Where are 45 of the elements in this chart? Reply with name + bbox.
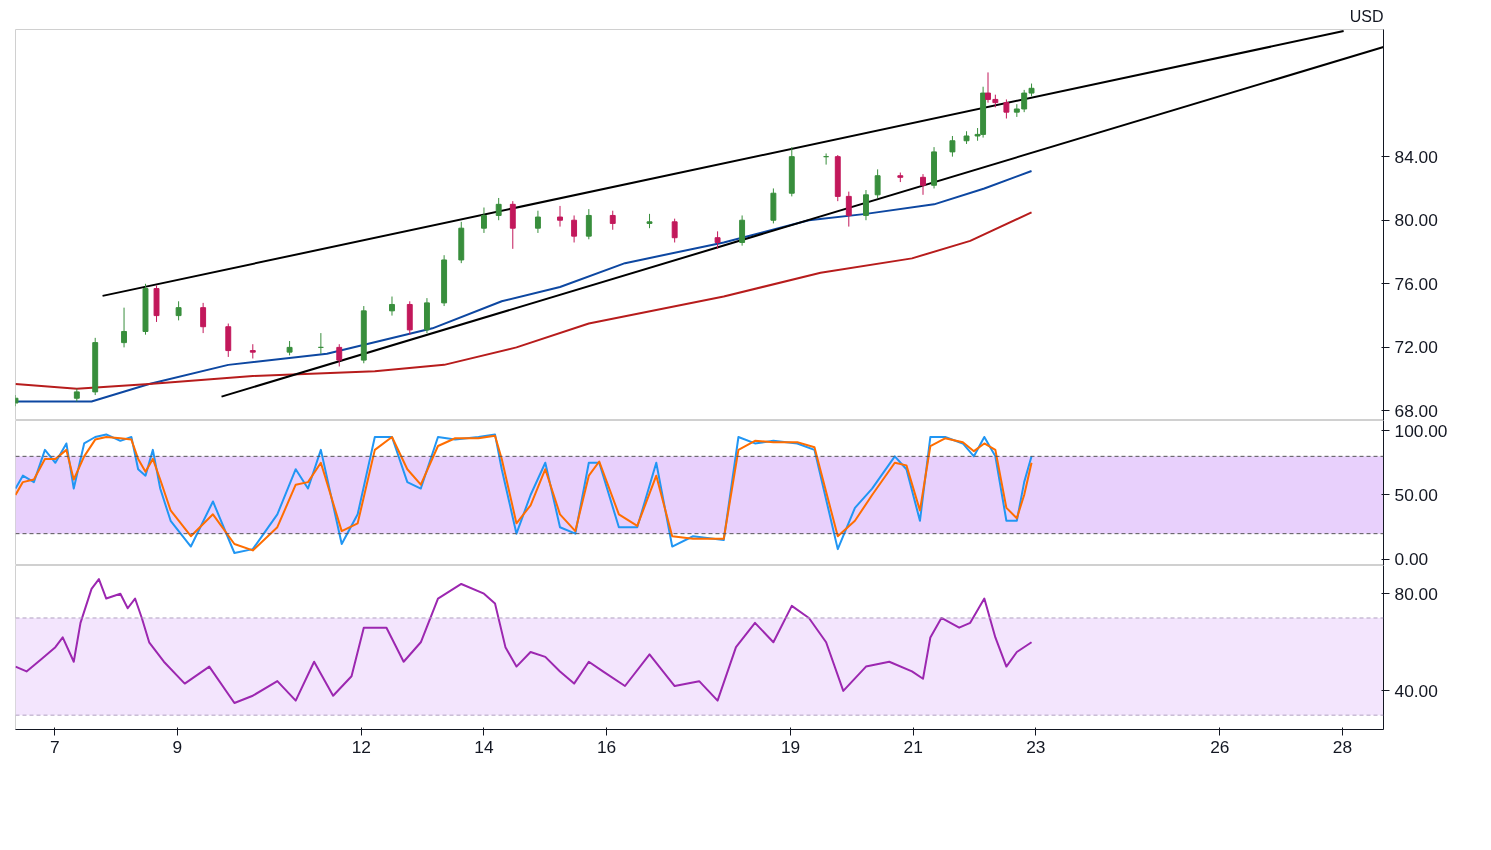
y-tick-label: 84.00 [1394,146,1438,167]
candlestick [739,214,746,247]
line-series [15,578,1033,705]
x-tick-label: 19 [780,736,801,757]
candlestick [571,214,578,243]
x-tick-label: 7 [49,736,60,757]
y-tick-label: 72.00 [1394,337,1438,358]
x-tick-label: 26 [1210,736,1230,757]
candlestick [121,307,127,348]
y-tick-label: 80.00 [1394,210,1438,231]
candlestick [175,300,182,321]
x-tick-label: 16 [596,736,617,757]
x-tick-label: 14 [474,736,494,757]
x-tick-label: 23 [1026,736,1046,757]
candlestick [495,197,502,221]
candlestick [225,323,232,358]
candlestick [509,200,516,250]
y-tick-label: 68.00 [1394,400,1438,421]
candlestick [557,205,563,228]
y-tick-label: 40.00 [1394,680,1438,701]
candlestick [874,168,881,199]
x-tick-label: 21 [903,736,923,757]
candlestick [336,343,343,367]
y-tick-label: 50.00 [1394,485,1438,505]
candlestick [609,210,616,231]
y-tick-label: 100.00 [1394,420,1448,441]
candlestick [200,302,207,334]
candlestick [863,189,869,221]
y-tick-label: 76.00 [1394,273,1438,294]
candlestick [585,208,592,240]
candlestick [671,218,678,243]
x-tick-label: 12 [351,736,371,757]
candlestick [389,296,395,317]
line-series [15,211,1033,390]
y-tick-label: 0.00 [1394,549,1429,570]
x-tick-label: 28 [1332,736,1353,757]
candlestick [920,173,926,196]
candlestick [845,191,852,228]
candlestick [481,207,487,234]
candlestick [949,135,956,158]
x-tick-label: 9 [172,736,183,757]
y-tick-label: 80.00 [1394,583,1438,604]
text: USD [1349,7,1384,25]
candlestick [534,210,541,234]
candlestick [1003,98,1010,120]
